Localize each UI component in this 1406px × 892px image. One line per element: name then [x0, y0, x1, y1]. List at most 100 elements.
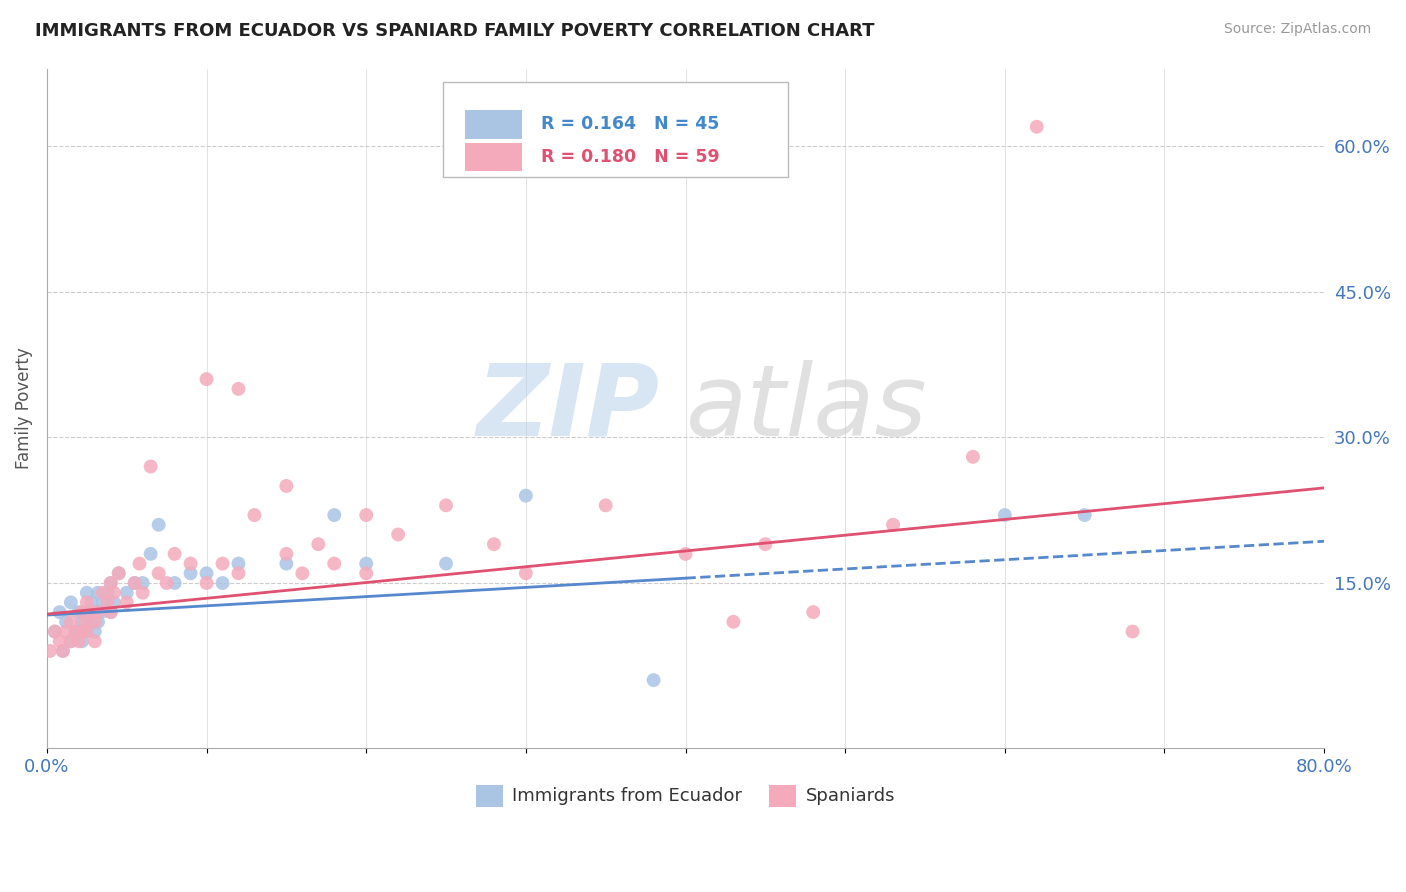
Point [675, 547, 697, 561]
Point [180, 566, 202, 581]
Point [163, 576, 186, 591]
Text: IMMIGRANTS FROM ECUADOR VS SPANIARD FAMILY POVERTY CORRELATION CHART: IMMIGRANTS FROM ECUADOR VS SPANIARD FAMI… [35, 22, 875, 40]
Point [228, 566, 250, 581]
Point [148, 566, 170, 581]
Point [83, 624, 105, 639]
Point [115, 585, 138, 599]
Point [67, 634, 90, 648]
Point [211, 576, 233, 591]
Point [1122, 624, 1144, 639]
Point [48, 634, 70, 648]
Point [1073, 508, 1095, 522]
Point [962, 450, 984, 464]
Point [180, 557, 202, 571]
Text: Source: ZipAtlas.com: Source: ZipAtlas.com [1223, 22, 1371, 37]
Text: R = 0.164   N = 45: R = 0.164 N = 45 [541, 115, 720, 133]
Point [87, 585, 110, 599]
Point [76, 624, 98, 639]
Point [103, 595, 125, 609]
Point [80, 605, 103, 619]
Point [754, 537, 776, 551]
Point [195, 566, 218, 581]
Point [48, 605, 70, 619]
Point [107, 566, 129, 581]
Point [100, 605, 122, 619]
Point [100, 576, 122, 591]
Point [70, 624, 93, 639]
Point [87, 605, 110, 619]
Point [195, 372, 218, 386]
Point [723, 615, 745, 629]
Point [59, 615, 82, 629]
Point [124, 576, 146, 591]
Point [228, 557, 250, 571]
Point [139, 547, 162, 561]
Point [243, 508, 266, 522]
Point [100, 605, 122, 619]
Point [228, 382, 250, 396]
Point [643, 673, 665, 687]
Point [44, 624, 66, 639]
Point [83, 615, 105, 629]
FancyBboxPatch shape [443, 82, 787, 178]
Point [100, 576, 122, 591]
Point [52, 644, 75, 658]
Point [139, 459, 162, 474]
Point [70, 605, 93, 619]
Point [994, 508, 1017, 522]
Point [90, 605, 112, 619]
Point [801, 605, 824, 619]
Text: R = 0.180   N = 59: R = 0.180 N = 59 [541, 148, 720, 166]
Point [55, 615, 77, 629]
Point [52, 644, 75, 658]
Point [115, 595, 138, 609]
Point [882, 517, 904, 532]
Point [131, 576, 153, 591]
Point [195, 576, 218, 591]
Point [59, 595, 82, 609]
Point [96, 585, 118, 599]
Point [276, 479, 298, 493]
Point [107, 566, 129, 581]
Point [276, 547, 298, 561]
Point [83, 605, 105, 619]
Point [124, 576, 146, 591]
Point [148, 517, 170, 532]
Bar [464, 143, 522, 171]
Point [91, 595, 114, 609]
Point [76, 605, 98, 619]
Bar [464, 110, 522, 138]
Legend: Immigrants from Ecuador, Spaniards: Immigrants from Ecuador, Spaniards [468, 777, 903, 814]
Point [55, 624, 77, 639]
Point [434, 499, 457, 513]
Point [65, 624, 87, 639]
Point [1025, 120, 1047, 134]
Point [515, 489, 537, 503]
Point [163, 547, 186, 561]
Point [83, 634, 105, 648]
Point [59, 634, 82, 648]
Point [291, 566, 314, 581]
Point [80, 615, 103, 629]
Point [67, 605, 90, 619]
Point [276, 557, 298, 571]
Point [96, 595, 118, 609]
Point [75, 624, 97, 639]
Point [80, 595, 103, 609]
Point [103, 585, 125, 599]
Point [434, 557, 457, 571]
Point [87, 615, 110, 629]
Point [76, 585, 98, 599]
Point [76, 595, 98, 609]
Point [354, 566, 377, 581]
Text: ZIP: ZIP [477, 359, 659, 457]
Point [515, 566, 537, 581]
Point [595, 499, 617, 513]
Y-axis label: Family Poverty: Family Poverty [15, 347, 32, 469]
Point [65, 624, 87, 639]
Point [44, 624, 66, 639]
Point [307, 537, 329, 551]
Point [70, 634, 93, 648]
Point [67, 624, 90, 639]
Point [156, 576, 179, 591]
